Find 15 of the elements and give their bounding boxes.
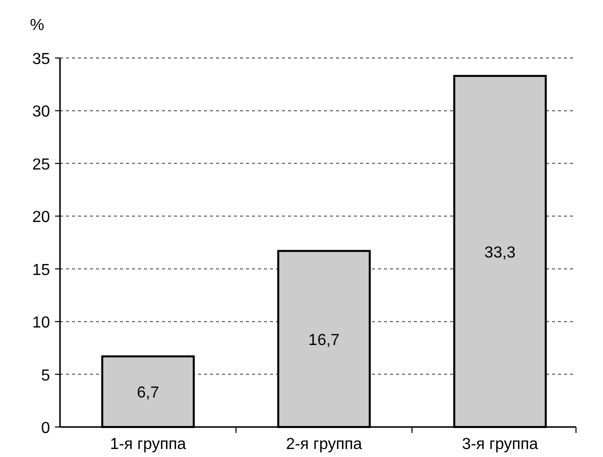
y-tick-label: 5 <box>41 367 50 384</box>
y-tick-label: 10 <box>32 314 50 332</box>
y-tick-label: 30 <box>32 104 50 121</box>
y-axis-title: % <box>30 17 44 34</box>
x-tick-label: 2-я группа <box>286 436 362 453</box>
y-tick-label: 25 <box>32 156 50 174</box>
data-label: 33,3 <box>484 244 516 262</box>
data-label: 6,7 <box>136 384 160 402</box>
x-tick-label: 3-я группа <box>462 436 538 453</box>
y-tick-label: 15 <box>32 262 50 279</box>
y-tick-label: 20 <box>32 209 50 226</box>
y-tick-label: 35 <box>32 51 50 68</box>
x-tick-label: 1-я группа <box>110 436 186 453</box>
data-label: 16,7 <box>308 332 340 349</box>
y-tick-label: 0 <box>41 420 50 437</box>
